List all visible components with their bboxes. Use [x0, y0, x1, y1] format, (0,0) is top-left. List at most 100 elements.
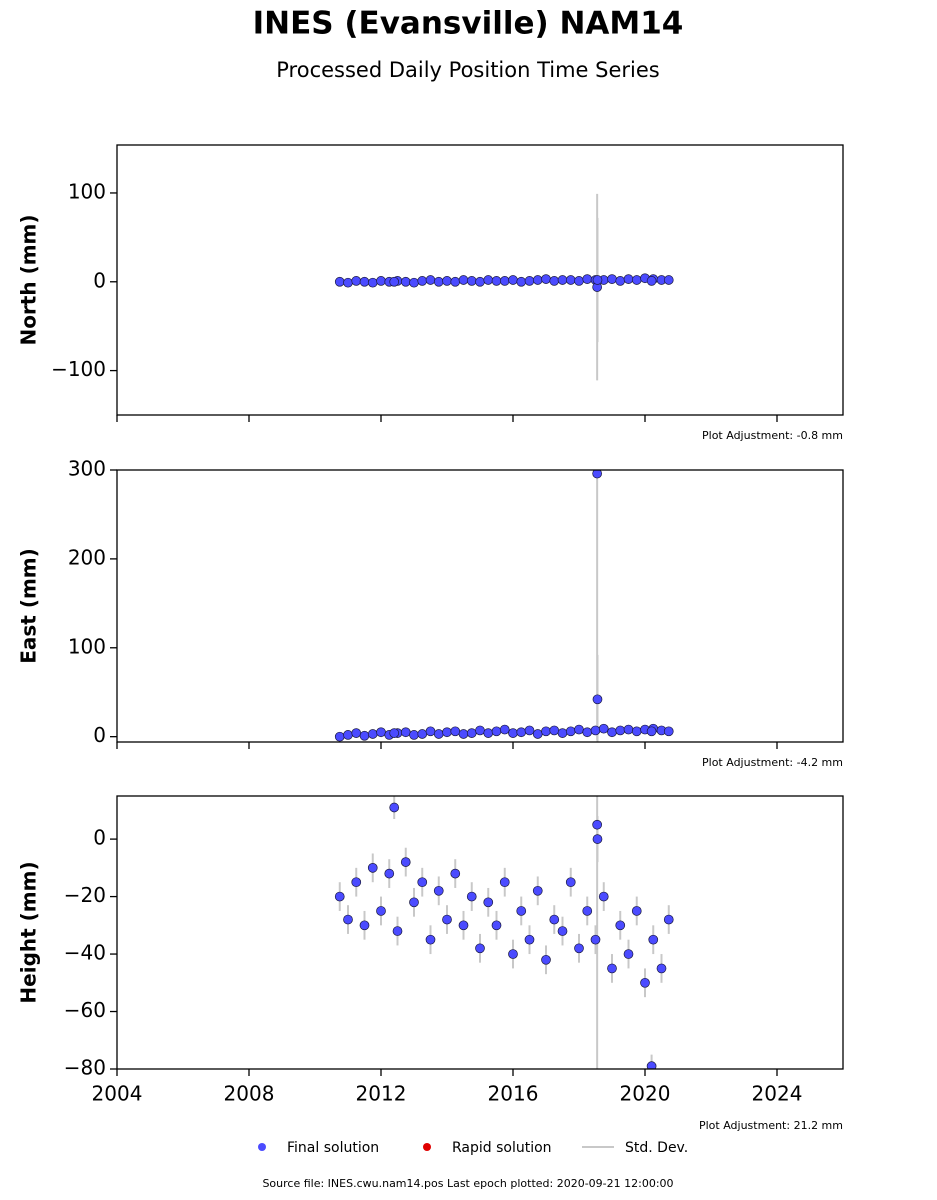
data-point: [425, 934, 436, 945]
data-point: [516, 276, 527, 287]
data-point: [532, 885, 543, 896]
x-tick-label: 2024: [752, 1082, 803, 1106]
data-point: [334, 276, 345, 287]
data-point: [483, 728, 494, 738]
data-point: [409, 897, 419, 908]
data-point: [582, 906, 593, 916]
data-point: [491, 276, 502, 286]
data-point: [615, 920, 626, 931]
data-point: [516, 906, 527, 916]
y-tick-label: 0: [93, 268, 106, 292]
y-tick-label: 100: [68, 179, 106, 203]
data-point: [425, 726, 436, 737]
data-point: [351, 728, 362, 738]
data-point: [417, 276, 428, 286]
data-point: [592, 470, 602, 479]
legend-label: Final solution: [287, 1140, 379, 1156]
data-point: [450, 726, 461, 737]
x-tick-label: 2016: [488, 1082, 539, 1106]
chart-subtitle: Processed Daily Position Time Series: [276, 58, 660, 82]
data-point: [376, 276, 386, 286]
data-point: [663, 726, 674, 737]
data-point: [648, 934, 659, 945]
data-point: [433, 276, 444, 287]
data-point: [607, 274, 617, 284]
plot-adjustment: Plot Adjustment: 21.2 mm: [699, 1119, 843, 1132]
data-point: [663, 275, 674, 285]
data-point: [574, 943, 584, 954]
x-tick-label: 2004: [92, 1082, 143, 1106]
y-tick-label: 200: [68, 545, 106, 569]
data-point: [442, 727, 452, 738]
data-point: [516, 727, 527, 738]
data-point: [557, 728, 568, 738]
data-point: [376, 906, 386, 916]
data-point: [549, 914, 560, 925]
plot-area: [334, 470, 674, 742]
data-point: [491, 726, 502, 737]
data-point: [663, 914, 674, 925]
data-point: [524, 934, 535, 945]
data-point: [343, 277, 353, 288]
data-point: [389, 276, 400, 287]
data-point: [646, 276, 657, 286]
legend-marker: [423, 1143, 431, 1151]
data-point: [592, 694, 603, 705]
y-axis-label: East (mm): [17, 548, 41, 664]
data-point: [524, 725, 535, 736]
data-point: [367, 862, 378, 873]
y-tick-label: −20: [64, 883, 106, 907]
data-point: [384, 868, 395, 879]
data-point: [359, 730, 370, 741]
data-point: [491, 920, 502, 931]
data-point: [623, 949, 634, 959]
data-point: [417, 877, 428, 888]
data-point: [367, 729, 378, 739]
data-point: [574, 276, 584, 286]
data-point: [442, 914, 452, 925]
plot-adjustment: Plot Adjustment: -4.2 mm: [702, 756, 843, 769]
data-point: [334, 891, 345, 902]
data-point: [458, 729, 469, 739]
data-point: [499, 724, 510, 735]
data-point: [549, 725, 560, 736]
plot-area: [334, 193, 674, 381]
data-point: [359, 276, 370, 287]
data-point: [400, 727, 411, 738]
data-point: [499, 877, 510, 888]
data-point: [425, 275, 436, 285]
data-point: [458, 275, 469, 285]
data-point: [409, 277, 419, 288]
data-point: [592, 275, 603, 285]
axes-frame: [116, 469, 844, 743]
data-point: [582, 727, 593, 738]
data-point: [508, 949, 518, 959]
y-tick-label: 300: [68, 457, 106, 481]
data-point: [400, 276, 411, 287]
x-tick-label: 2012: [356, 1082, 407, 1106]
y-tick-label: −100: [51, 357, 106, 381]
y-tick-label: −80: [64, 1056, 106, 1080]
data-point: [499, 276, 510, 286]
data-point: [389, 728, 400, 738]
y-tick-label: 0: [93, 826, 106, 850]
data-point: [582, 274, 593, 284]
data-point: [607, 963, 617, 974]
data-point: [351, 276, 362, 286]
data-point: [417, 729, 428, 739]
data-point: [598, 723, 609, 734]
data-point: [549, 276, 560, 286]
data-point: [475, 725, 485, 736]
data-point: [565, 877, 576, 888]
data-point: [450, 868, 461, 879]
data-point: [640, 977, 650, 988]
data-point: [532, 729, 543, 739]
data-point: [565, 275, 576, 285]
data-point: [592, 834, 603, 844]
data-point: [574, 724, 584, 735]
data-point: [433, 729, 444, 739]
legend-marker: [258, 1143, 266, 1151]
data-point: [590, 934, 601, 945]
